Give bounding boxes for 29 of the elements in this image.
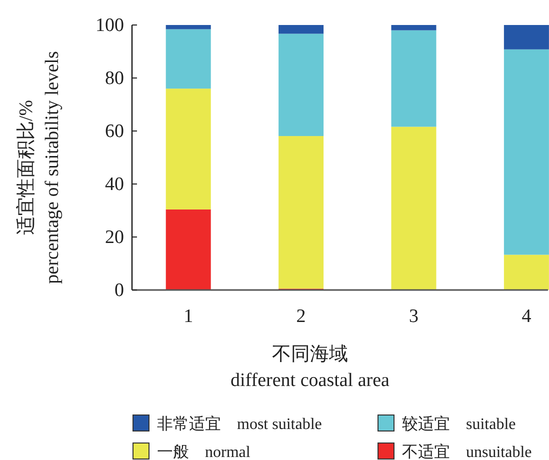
x-tick-label: 1 (184, 306, 194, 327)
bar (278, 25, 324, 34)
x-tick-label: 4 (522, 306, 532, 327)
bar (278, 136, 324, 289)
legend-label: 较适宜 suitable (402, 415, 516, 433)
bar (391, 30, 436, 127)
legend-label: 非常适宜 most suitable (157, 415, 322, 433)
x-tick-label: 2 (296, 306, 306, 327)
y-tick-label: 100 (96, 15, 124, 36)
y-axis-title: 适宜性面积比/% percentage of suitability levels (15, 51, 63, 284)
y-tick-label: 60 (105, 121, 124, 142)
y-tick-label: 80 (105, 68, 124, 89)
bar (166, 25, 211, 30)
legend-label: 一般 normal (157, 444, 251, 460)
x-tick-label: 3 (409, 306, 418, 327)
x-axis-title: 不同海域 different coastal area (230, 344, 390, 391)
bar (391, 126, 436, 290)
bar (278, 34, 324, 136)
legend-label: 不适宜 unsuitable (402, 443, 532, 460)
bar (504, 49, 549, 255)
bar (166, 88, 211, 210)
bar (166, 29, 211, 89)
y-tick-label: 20 (105, 227, 124, 248)
bar (504, 254, 549, 290)
bar (166, 209, 211, 290)
y-tick-label: 40 (105, 174, 124, 195)
bar (391, 25, 436, 30)
bar (504, 25, 549, 50)
y-tick-label: 0 (114, 280, 124, 301)
